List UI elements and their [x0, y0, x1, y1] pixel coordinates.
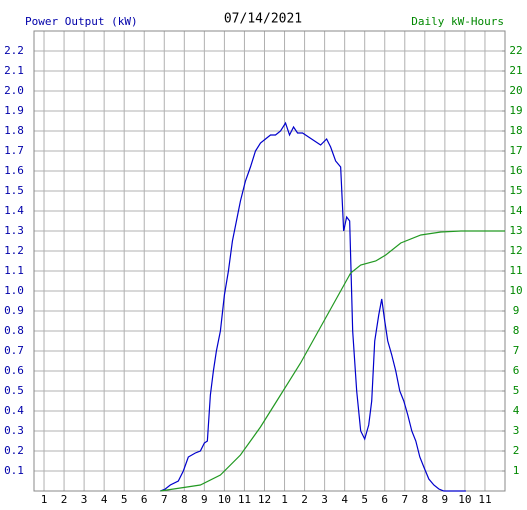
y2-tick-label: 4 — [513, 404, 520, 417]
y2-axis-label: Daily kW-Hours — [411, 15, 504, 28]
x-tick-label: 5 — [121, 493, 128, 506]
y-tick-label: 0.9 — [4, 304, 24, 317]
x-tick-label: 7 — [161, 493, 168, 506]
y2-tick-label: 11 — [509, 264, 522, 277]
y-tick-label: 0.2 — [4, 444, 24, 457]
y2-tick-label: 14 — [509, 204, 523, 217]
y2-tick-label: 1 — [513, 464, 520, 477]
x-tick-label: 1 — [41, 493, 48, 506]
y-tick-label: 1.5 — [4, 184, 24, 197]
y-tick-label: 0.5 — [4, 384, 24, 397]
x-tick-label: 9 — [201, 493, 208, 506]
x-tick-label: 10 — [458, 493, 471, 506]
x-tick-label: 4 — [341, 493, 348, 506]
x-tick-label: 3 — [321, 493, 328, 506]
y2-tick-label: 10 — [509, 284, 522, 297]
y-tick-label: 1.3 — [4, 224, 24, 237]
series-line — [160, 121, 466, 492]
x-tick-label: 11 — [238, 493, 251, 506]
y-tick-label: 1.8 — [4, 124, 24, 137]
x-tick-label: 6 — [141, 493, 148, 506]
x-tick-label: 1 — [281, 493, 288, 506]
y2-tick-label: 16 — [509, 164, 522, 177]
y2-tick-label: 12 — [509, 244, 522, 257]
x-tick-label: 9 — [442, 493, 449, 506]
series-line — [160, 230, 505, 492]
y2-tick-label: 9 — [513, 304, 520, 317]
y-tick-label: 0.3 — [4, 424, 24, 437]
y-tick-label: 2.0 — [4, 84, 24, 97]
x-tick-label: 3 — [81, 493, 88, 506]
y2-tick-label: 15 — [509, 184, 522, 197]
y2-tick-label: 5 — [513, 384, 520, 397]
y2-tick-label: 20 — [509, 84, 522, 97]
y-tick-label: 0.7 — [4, 344, 24, 357]
x-tick-label: 2 — [301, 493, 308, 506]
plot-border — [33, 30, 506, 492]
y-tick-label: 1.7 — [4, 144, 24, 157]
x-tick-label: 11 — [478, 493, 491, 506]
y2-tick-label: 18 — [509, 124, 522, 137]
y-tick-label: 1.2 — [4, 244, 24, 257]
y-tick-label: 1.6 — [4, 164, 24, 177]
x-tick-label: 8 — [422, 493, 429, 506]
x-tick-label: 10 — [218, 493, 231, 506]
y2-tick-label: 22 — [509, 44, 522, 57]
y-tick-label: 0.8 — [4, 324, 24, 337]
y-tick-label: 1.0 — [4, 284, 24, 297]
x-tick-label: 7 — [401, 493, 408, 506]
y-tick-label: 0.1 — [4, 464, 24, 477]
x-tick-label: 2 — [61, 493, 68, 506]
x-tick-label: 6 — [381, 493, 388, 506]
x-tick-label: 8 — [181, 493, 188, 506]
y2-tick-label: 19 — [509, 104, 522, 117]
y-tick-label: 0.4 — [4, 404, 24, 417]
y2-tick-label: 2 — [513, 444, 520, 457]
y-tick-label: 0.6 — [4, 364, 24, 377]
y2-tick-label: 7 — [513, 344, 520, 357]
y2-tick-label: 13 — [509, 224, 522, 237]
y2-tick-label: 6 — [513, 364, 520, 377]
y-axis-label: Power Output (kW) — [25, 15, 138, 28]
x-tick-label: 5 — [361, 493, 368, 506]
chart-title: 07/14/2021 — [224, 12, 302, 27]
y2-tick-label: 8 — [513, 324, 520, 337]
y-tick-label: 2.1 — [4, 64, 24, 77]
y-tick-label: 2.2 — [4, 44, 24, 57]
y-tick-label: 1.1 — [4, 264, 24, 277]
x-tick-label: 4 — [101, 493, 108, 506]
y2-tick-label: 3 — [513, 424, 520, 437]
y-tick-label: 1.9 — [4, 104, 24, 117]
y-tick-label: 1.4 — [4, 204, 24, 217]
x-tick-label: 12 — [258, 493, 271, 506]
y2-tick-label: 21 — [509, 64, 522, 77]
y2-tick-label: 17 — [509, 144, 522, 157]
